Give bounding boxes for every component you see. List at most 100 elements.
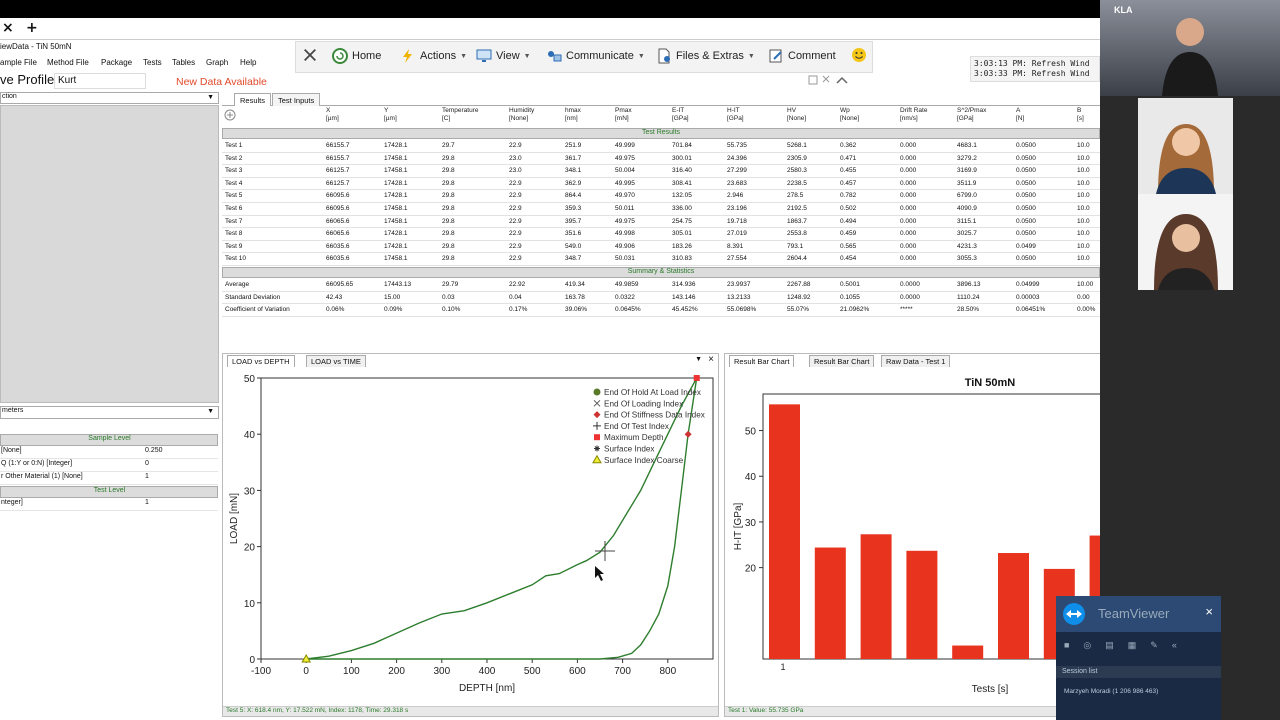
table-row[interactable]: Test 6 66095.6 17458.1 29.8 22.9 359.3 50.011 3… [222, 203, 1100, 216]
action-panel-header[interactable]: ction ▼ [0, 92, 219, 104]
parameters-panel-header[interactable]: meters ▼ [0, 406, 219, 419]
session-user[interactable]: Marzyeh Moradi (1 206 986 463) [1064, 688, 1159, 695]
table-row[interactable]: Test 5 66095.6 17428.1 29.8 22.9 864.4 49.970 1… [222, 190, 1100, 203]
teamviewer-panel: TeamViewer × ■◎▤▦✎« Session list Marzyeh… [1056, 596, 1221, 720]
results-table: X [µm] Y [µm] Temperature [C] Humidity [Non… [222, 106, 1217, 318]
table-row[interactable]: Test 2 66155.7 17458.1 29.8 23.0 361.7 49.975 3… [222, 153, 1100, 166]
table-row[interactable]: Test 4 66125.7 17428.1 29.8 22.9 362.9 49.995 3… [222, 178, 1100, 191]
column-header[interactable]: HV [None] [787, 107, 807, 122]
column-header[interactable]: Pmax [mN] [615, 107, 632, 122]
column-header[interactable]: hmax [nm] [565, 107, 581, 122]
table-row[interactable]: Test 1 66155.7 17428.1 29.7 22.9 251.9 49.999 7… [222, 140, 1100, 153]
table-cell: 0.000 [900, 205, 917, 212]
column-header[interactable]: S^2/Pmax [GPa] [957, 107, 987, 122]
param-value[interactable]: 1 [145, 473, 149, 480]
table-cell: 0.565 [840, 242, 857, 250]
close-icon[interactable]: × [1205, 604, 1213, 619]
table-cell: 0.0645% [615, 306, 641, 314]
param-row[interactable]: nteger] 1 [0, 499, 218, 511]
new-tab-icon[interactable]: + [26, 20, 38, 36]
table-cell: 0.09% [384, 306, 403, 314]
lightning-icon [403, 49, 412, 63]
emoji-button[interactable] [851, 47, 867, 63]
communicate-button[interactable]: Communicate ▼ [546, 48, 645, 64]
summary-row[interactable]: Coefficient of Variation 0.06% 0.09% 0.10% 0… [222, 304, 1217, 317]
column-header[interactable]: E-IT [GPa] [672, 107, 689, 122]
table-row[interactable]: Test 10 66035.6 17458.1 29.8 22.9 348.7 50.031… [222, 253, 1100, 266]
action-panel-body [0, 105, 219, 403]
summary-row[interactable]: Average 66095.65 17443.13 29.79 22.92 419.34 4… [222, 279, 1217, 292]
view-button[interactable]: View ▼ [476, 48, 531, 64]
close-icon[interactable]: × [708, 354, 714, 365]
table-cell: 22.9 [509, 142, 522, 149]
tab-load-vs-depth[interactable]: LOAD vs DEPTH [227, 355, 295, 367]
param-value[interactable]: 1 [145, 499, 149, 506]
column-header[interactable]: B [s] [1077, 107, 1084, 122]
table-cell: 6799.0 [957, 192, 977, 200]
param-row[interactable]: Q (1:Y or 0:N) [Integer] 0 [0, 460, 218, 472]
comment-label: Comment [788, 50, 836, 62]
table-cell: 27.019 [727, 230, 747, 238]
add-column-icon[interactable] [224, 109, 236, 121]
x-tick-label: 700 [614, 666, 631, 677]
column-header[interactable]: Humidity [None] [509, 107, 535, 122]
menu-package[interactable]: Package [101, 58, 133, 67]
actions-button[interactable]: Actions ▼ [400, 48, 467, 64]
session-list-header[interactable]: Session list [1056, 666, 1221, 678]
column-header[interactable]: X [µm] [326, 107, 339, 122]
table-cell: 419.34 [565, 281, 585, 288]
x-tick-label: 100 [343, 666, 360, 677]
communicate-label: Communicate [566, 50, 634, 62]
x-tick-label: 200 [388, 666, 405, 677]
menu-graph[interactable]: Graph [206, 58, 229, 67]
menu-tables[interactable]: Tables [172, 58, 196, 67]
teamviewer-tools-icon[interactable]: ■◎▤▦✎« [1064, 640, 1191, 650]
user-field[interactable]: Kurt [54, 73, 146, 89]
menu-help[interactable]: Help [240, 58, 257, 67]
tab-results[interactable]: Results [234, 93, 272, 106]
param-value[interactable]: 0.250 [145, 447, 163, 454]
table-cell: 0.494 [840, 217, 857, 225]
actions-label: Actions [420, 50, 457, 62]
menu-tests[interactable]: Tests [143, 58, 162, 67]
home-button[interactable]: Home [332, 48, 381, 64]
table-cell: 0.000 [900, 255, 917, 263]
table-cell: 549.0 [565, 242, 582, 250]
files-extras-button[interactable]: Files & Extras ▼ [656, 48, 755, 64]
toolbar-collapse-controls[interactable] [808, 73, 848, 87]
profile-label: ve Profile [0, 72, 55, 87]
column-header[interactable]: H-IT [GPa] [727, 107, 744, 122]
tab-result-bar-chart[interactable]: Result Bar Chart [729, 355, 795, 367]
table-row[interactable]: Test 9 66035.6 17428.1 29.8 22.9 549.0 49.906 1… [222, 241, 1100, 254]
tab-test-inputs[interactable]: Test Inputs [272, 93, 321, 106]
table-cell: 10.0 [1077, 179, 1090, 187]
legend-marker [593, 411, 601, 419]
load-depth-chart[interactable]: -100 0 100 200 300 400 500 600 700 80001020304050… [223, 368, 718, 708]
param-row[interactable]: [None] 0.250 [0, 447, 218, 459]
close-tab-icon[interactable]: × [2, 20, 14, 36]
summary-row[interactable]: Standard Deviation 42.43 15.00 0.03 0.04 163.… [222, 292, 1217, 305]
column-header[interactable]: Temperature [C] [442, 107, 479, 122]
tab-raw-data[interactable]: Raw Data - Test 1 [881, 355, 951, 367]
column-header[interactable]: Wp [None] [840, 107, 860, 122]
comment-button[interactable]: Comment [768, 48, 836, 64]
y-axis-label: H-IT [GPa] [733, 502, 744, 550]
table-row[interactable]: Test 7 66065.6 17458.1 29.8 22.9 395.7 49.975 2… [222, 216, 1100, 229]
table-cell: 2580.3 [787, 167, 807, 175]
column-header[interactable]: Drift Rate [nm/s] [900, 107, 928, 122]
column-header[interactable]: Y [µm] [384, 107, 397, 122]
param-value[interactable]: 0 [145, 460, 149, 467]
table-row[interactable]: Test 8 66065.6 17428.1 29.8 22.9 351.6 49.998 3… [222, 228, 1100, 241]
legend-entry: Surface Index [604, 445, 655, 454]
close-toolbar-button[interactable] [302, 47, 318, 63]
tab-load-vs-time[interactable]: LOAD vs TIME [306, 355, 366, 367]
table-cell: 23.683 [727, 179, 747, 187]
table-cell: 0.06451% [1016, 306, 1046, 314]
column-header[interactable]: A [N] [1016, 107, 1025, 122]
tab-result-bar-chart-2[interactable]: Result Bar Chart [809, 355, 875, 367]
chevron-down-icon[interactable]: ▼ [695, 356, 702, 363]
table-row[interactable]: Test 3 66125.7 17458.1 29.8 23.0 348.1 50.004 3… [222, 165, 1100, 178]
menu-sample-file[interactable]: ample File [0, 58, 37, 67]
param-row[interactable]: r Other Material (1) [None] 1 [0, 473, 218, 485]
menu-method-file[interactable]: Method File [47, 58, 89, 67]
